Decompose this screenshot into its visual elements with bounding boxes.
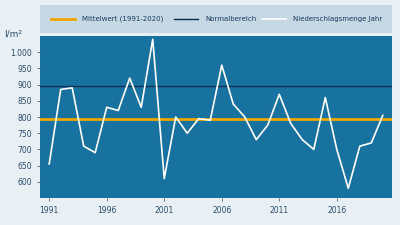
Text: Niederschlagsmenge Jahr: Niederschlagsmenge Jahr: [294, 16, 383, 22]
Text: Normalbereich: Normalbereich: [206, 16, 257, 22]
Text: Mittelwert (1991-2020): Mittelwert (1991-2020): [82, 15, 164, 22]
Text: l/m²: l/m²: [4, 29, 22, 38]
